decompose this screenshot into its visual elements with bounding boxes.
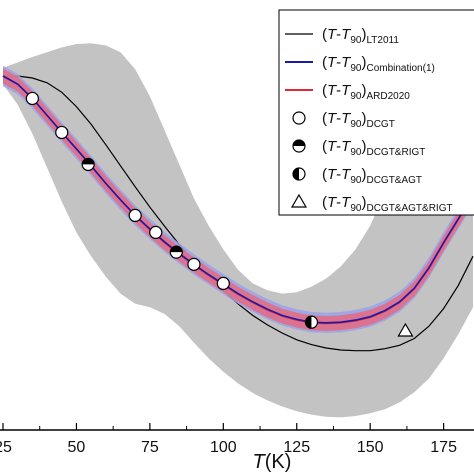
x-tick-label-150: 150 <box>357 439 384 456</box>
data-point-dcgt-4-shape <box>149 225 163 239</box>
legend-marker-6 <box>292 167 306 181</box>
data-point-dcgt-agt-rigt-1-shape <box>397 322 414 337</box>
legend-label-2: (T-T90)Combination(1) <box>322 54 435 74</box>
data-point-dcgt-rigt-2-outline <box>169 245 183 259</box>
legend-label-1: (T-T90)LT2011 <box>322 26 399 46</box>
data-point-dcgt-agt-1 <box>304 315 319 329</box>
data-point-dcgt-rigt-1-outline <box>81 157 95 171</box>
legend-box <box>278 9 474 216</box>
data-point-dcgt-3 <box>128 208 142 222</box>
x-axis-label-unit: (K) <box>265 451 292 473</box>
legend-marker-4 <box>292 111 306 125</box>
legend-marker-5-half <box>293 140 305 146</box>
legend-label-3: (T-T90)ARD2020 <box>322 82 410 102</box>
data-point-dcgt-5 <box>187 257 201 271</box>
x-tick-label-25: 25 <box>0 439 12 456</box>
legend: (T-T90)LT2011 (T-T90)Combination(1) (T-T90… <box>278 9 474 216</box>
x-tick-label-175: 175 <box>430 439 457 456</box>
data-point-dcgt-agt-1-outline <box>304 315 319 329</box>
data-point-dcgt-1 <box>25 91 39 106</box>
legend-marker-5-outline <box>292 139 306 153</box>
x-tick-label-125: 125 <box>283 439 310 456</box>
legend-marker-6-outline <box>292 167 306 181</box>
series-combination-line <box>2 75 474 324</box>
x-tick-label-75: 75 <box>141 439 159 456</box>
legend-marker-6-half <box>293 168 299 180</box>
data-point-dcgt-4 <box>149 225 163 239</box>
data-point-dcgt-agt-rigt-1 <box>397 322 414 337</box>
legend-marker-5 <box>292 139 306 153</box>
x-tick-label-50: 50 <box>68 439 86 456</box>
legend-marker-7-shape <box>290 193 308 208</box>
legend-label-5: (T-T90)DCGT&RIGT <box>322 138 425 158</box>
data-point-dcgt-5-shape <box>187 257 201 271</box>
legend-label-4: (T-T90)DCGT <box>322 110 395 130</box>
data-point-dcgt-rigt-1-half <box>82 158 95 165</box>
data-point-dcgt-agt-1-half <box>305 316 312 329</box>
x-axis-label-variable: T <box>253 451 267 473</box>
data-point-dcgt-rigt-2 <box>169 245 183 259</box>
legend-marker-4-shape <box>292 111 306 125</box>
data-point-dcgt-3-shape <box>128 208 142 222</box>
data-point-dcgt-2 <box>55 125 69 140</box>
legend-marker-7 <box>290 193 308 208</box>
x-axis-label: T(K) <box>253 451 292 473</box>
data-point-dcgt-1-shape <box>25 91 39 106</box>
x-tick-label-100: 100 <box>210 439 237 456</box>
data-point-dcgt-6-shape <box>216 276 230 290</box>
x-axis: 25 50 75 100 125 150 175 <box>0 423 457 456</box>
data-point-dcgt-2-shape <box>55 125 69 140</box>
data-point-dcgt-rigt-1 <box>81 157 95 171</box>
plot-area <box>2 42 474 418</box>
legend-label-7: (T-T90)DCGT&AGT&RIGT <box>322 194 453 214</box>
data-point-dcgt-rigt-2-half <box>170 246 183 253</box>
data-point-dcgt-6 <box>216 276 230 290</box>
legend-label-6: (T-T90)DCGT&AGT <box>322 166 422 186</box>
